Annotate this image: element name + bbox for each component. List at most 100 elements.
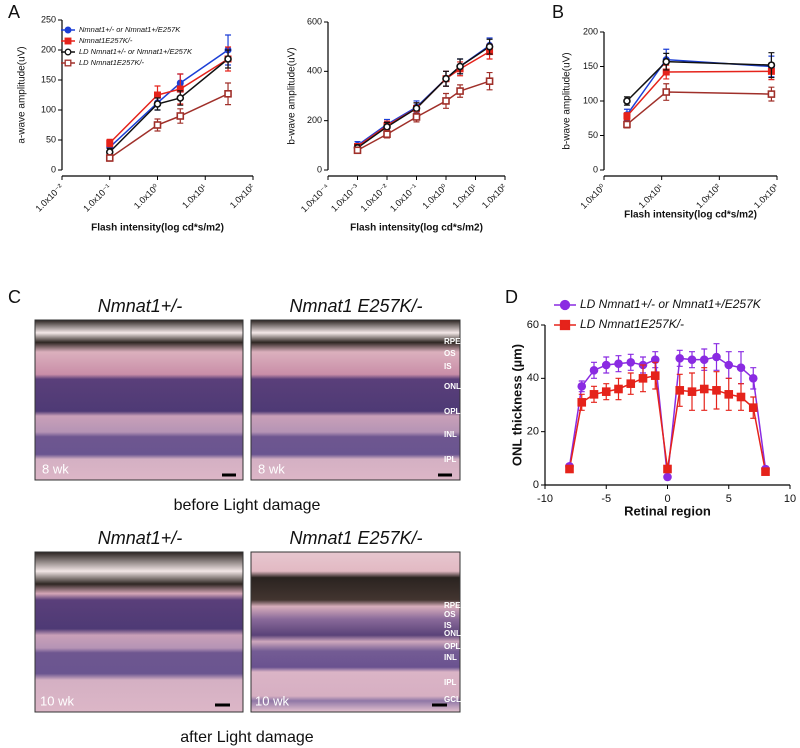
layer-label: IPL [444,678,457,687]
x-tick-label: 1.0x10² [228,182,256,210]
data-point [153,121,162,129]
data-point [224,90,232,98]
legend-marker [559,319,571,331]
x-tick-label: 5 [726,493,732,505]
y-axis-label: ONL thickness (µm) [509,344,524,466]
legend-label: LD Nmnat1E257K/- [79,58,145,67]
x-axis-label: Retinal region [624,503,711,518]
series-line [357,50,490,148]
x-tick-label: 1.0x10⁰ [420,182,449,211]
y-tick-label: 150 [41,74,56,84]
x-tick-label: 1.0x10¹ [180,182,208,210]
layer-label: GCL [444,695,461,704]
x-tick-label: 10 [784,493,796,505]
data-point [153,100,162,108]
layer-label: OS [444,610,456,619]
legend-marker [64,26,72,34]
panel-label: D [505,287,518,307]
x-tick-label: 1.0x10⁻¹ [81,182,113,214]
data-point [748,403,758,412]
series-line [357,46,490,149]
layer-label: RPE [444,337,461,346]
panel-label: A [8,2,20,22]
y-tick-label: 200 [583,26,598,36]
y-tick-label: 0 [51,164,56,174]
y-tick-label: 0 [317,164,322,174]
y-tick-label: 0 [593,164,598,174]
data-point [456,62,464,71]
y-axis-label: b-wave amplitude(uV) [562,52,573,149]
data-point [456,87,464,95]
data-point [412,113,421,121]
data-point [767,90,776,98]
panel-label: B [552,2,564,22]
x-tick-label: 0 [664,493,670,505]
image-title: Nmnat1 E257K/- [289,296,422,316]
layer-label: IS [444,362,452,371]
y-tick-label: 150 [583,61,598,71]
data-point [638,374,648,383]
x-tick-label: 1.0x10² [694,182,722,210]
histology-image [34,551,244,713]
data-point [626,379,636,388]
data-point [736,363,746,372]
histology-image [250,319,461,481]
y-axis-label: b-wave amplitude(uV) [287,47,298,144]
data-point [485,42,494,51]
data-point [699,355,709,364]
data-point [767,61,776,69]
data-point [724,390,734,399]
layer-label: IS [444,621,452,630]
histology-image [34,319,244,481]
layer-label: ONL [444,382,461,391]
legend-marker [64,37,72,45]
series-line [568,374,767,472]
data-point [154,91,161,99]
data-point [662,57,671,66]
y-tick-label: 40 [527,372,539,384]
data-point [176,112,185,120]
y-tick-label: 250 [41,14,56,24]
legend-marker [559,299,571,311]
data-point [687,387,697,396]
y-tick-label: 20 [527,426,539,438]
layer-label: OS [444,349,456,358]
layer-label: OPL [444,642,461,651]
data-point [623,112,631,120]
y-axis-label: a-wave amplitude(uV) [17,46,28,143]
data-point [650,371,660,380]
data-point [687,355,697,364]
y-tick-label: 200 [307,115,322,125]
series-line [357,80,490,151]
age-label: 8 wk [42,461,69,476]
data-point [724,360,734,370]
legend-marker [64,48,72,56]
data-point [224,55,232,63]
data-point [565,464,574,474]
data-point [712,352,721,362]
age-label: 8 wk [258,461,285,476]
data-point [589,366,599,375]
data-point [662,88,671,96]
data-point [623,97,631,105]
data-point [353,146,362,155]
y-tick-label: 50 [588,130,598,140]
legend-marker [64,59,72,67]
data-point [675,354,685,363]
layer-label: ONL [444,629,461,638]
data-point [614,384,623,394]
x-tick-label: 1.0x10¹ [450,182,478,210]
x-tick-label: 1.0x10⁰ [578,182,607,211]
legend-label: Nmnat1E257K/- [79,36,133,45]
data-point [712,386,721,395]
y-tick-label: 60 [527,319,539,331]
x-tick-label: 1.0x10⁻⁴ [299,182,331,214]
series-line [626,60,772,102]
y-tick-label: 0 [533,479,539,491]
age-label: 10 wk [255,693,289,708]
data-point [412,104,421,113]
series-line [109,93,229,159]
data-point [105,154,114,162]
image-title: Nmnat1 E257K/- [289,528,422,548]
